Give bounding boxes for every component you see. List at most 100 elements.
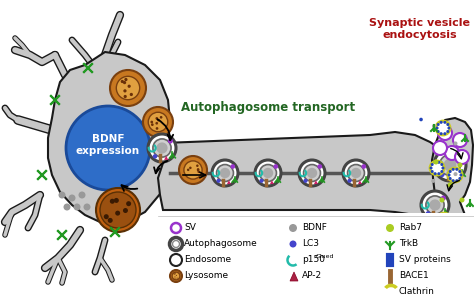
Text: BDNF: BDNF — [302, 224, 327, 232]
Circle shape — [440, 170, 443, 173]
Circle shape — [455, 150, 469, 164]
Circle shape — [453, 133, 467, 147]
Circle shape — [436, 126, 438, 130]
Circle shape — [318, 164, 322, 169]
Circle shape — [440, 121, 443, 124]
Circle shape — [155, 117, 158, 120]
Circle shape — [108, 218, 113, 223]
Circle shape — [123, 208, 128, 213]
Circle shape — [447, 123, 449, 126]
Circle shape — [155, 122, 158, 125]
Circle shape — [443, 132, 447, 135]
Circle shape — [217, 179, 220, 183]
Circle shape — [431, 170, 434, 173]
Circle shape — [438, 222, 441, 225]
Circle shape — [220, 168, 230, 178]
Circle shape — [453, 271, 467, 285]
Circle shape — [442, 219, 446, 224]
Circle shape — [441, 167, 445, 170]
Text: BDNF
expression: BDNF expression — [76, 134, 140, 156]
Circle shape — [454, 221, 456, 224]
Polygon shape — [314, 180, 318, 184]
Circle shape — [449, 177, 452, 180]
Circle shape — [445, 146, 459, 160]
Circle shape — [362, 164, 366, 169]
Circle shape — [444, 159, 456, 171]
Polygon shape — [227, 180, 231, 184]
Circle shape — [187, 169, 190, 171]
Circle shape — [448, 168, 462, 182]
Circle shape — [437, 218, 439, 221]
Circle shape — [458, 226, 461, 229]
Polygon shape — [48, 52, 175, 225]
Circle shape — [110, 70, 146, 106]
Circle shape — [263, 168, 273, 178]
Circle shape — [83, 204, 91, 210]
Circle shape — [459, 198, 465, 203]
Circle shape — [148, 134, 176, 162]
Circle shape — [197, 168, 200, 171]
Circle shape — [100, 192, 136, 228]
Circle shape — [104, 214, 109, 219]
Circle shape — [230, 164, 235, 169]
Circle shape — [431, 179, 435, 183]
Circle shape — [151, 123, 154, 126]
Text: Synaptic vesicle
endocytosis: Synaptic vesicle endocytosis — [370, 18, 471, 40]
Circle shape — [442, 265, 446, 269]
Circle shape — [114, 198, 119, 203]
Circle shape — [430, 161, 444, 175]
Circle shape — [454, 172, 457, 176]
Circle shape — [386, 224, 394, 232]
Circle shape — [433, 257, 437, 261]
Circle shape — [456, 237, 460, 240]
Text: p150: p150 — [302, 255, 325, 265]
Circle shape — [438, 126, 452, 140]
Polygon shape — [164, 156, 168, 160]
Circle shape — [174, 278, 175, 280]
Circle shape — [454, 142, 457, 145]
Circle shape — [155, 127, 158, 130]
Circle shape — [168, 139, 173, 144]
Circle shape — [153, 154, 157, 159]
Text: AP-2: AP-2 — [302, 271, 322, 280]
Circle shape — [196, 164, 199, 167]
Circle shape — [452, 179, 455, 182]
Circle shape — [437, 123, 440, 126]
Circle shape — [150, 121, 153, 123]
Circle shape — [458, 170, 461, 173]
Circle shape — [173, 273, 174, 274]
Circle shape — [465, 217, 467, 220]
Circle shape — [123, 89, 127, 92]
Circle shape — [440, 132, 443, 135]
Circle shape — [217, 164, 234, 181]
Text: TrkB: TrkB — [399, 240, 418, 249]
Circle shape — [454, 215, 468, 229]
Circle shape — [459, 173, 463, 176]
Text: Glued: Glued — [316, 254, 335, 260]
Circle shape — [175, 273, 176, 274]
Circle shape — [448, 243, 462, 257]
Circle shape — [424, 215, 428, 220]
Circle shape — [289, 224, 297, 232]
Circle shape — [260, 164, 276, 181]
Text: Autophagosome: Autophagosome — [184, 240, 258, 249]
Text: SV: SV — [184, 224, 196, 232]
Circle shape — [456, 168, 458, 171]
Circle shape — [447, 173, 451, 176]
Circle shape — [449, 170, 452, 173]
Circle shape — [433, 236, 447, 250]
Circle shape — [430, 272, 433, 276]
Circle shape — [157, 119, 160, 122]
Circle shape — [176, 275, 177, 276]
Circle shape — [461, 226, 465, 229]
Circle shape — [64, 204, 71, 210]
Circle shape — [123, 81, 126, 84]
Circle shape — [303, 179, 308, 183]
Text: BACE1: BACE1 — [399, 271, 429, 280]
Circle shape — [431, 163, 434, 166]
Circle shape — [130, 93, 133, 96]
Circle shape — [448, 218, 451, 221]
Circle shape — [189, 167, 191, 169]
Circle shape — [440, 224, 444, 229]
Circle shape — [432, 124, 436, 128]
